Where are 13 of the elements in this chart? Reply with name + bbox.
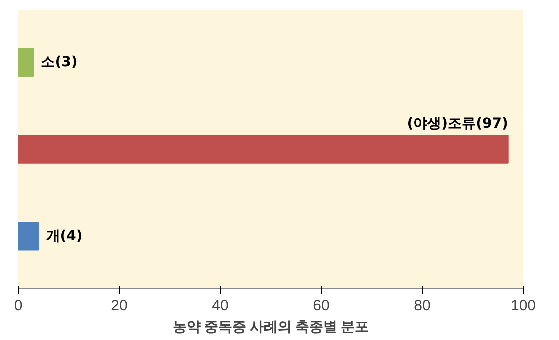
x-tick-label: 0	[14, 298, 23, 314]
x-tick-label: 20	[111, 298, 128, 314]
bar	[18, 222, 40, 251]
x-tick-label: 60	[313, 298, 330, 314]
text: 농약 중독증 사례의 축종별 분포	[173, 320, 369, 336]
bar	[18, 135, 509, 164]
bar	[18, 48, 34, 78]
x-tick-label: 40	[212, 298, 229, 314]
data-label: 소(3)	[41, 54, 78, 71]
x-tick-label: 80	[414, 298, 431, 314]
x-tick-label: 100	[510, 298, 536, 314]
data-label: 개(4)	[46, 228, 83, 244]
data-label: (야생)조류(97)	[407, 116, 508, 132]
